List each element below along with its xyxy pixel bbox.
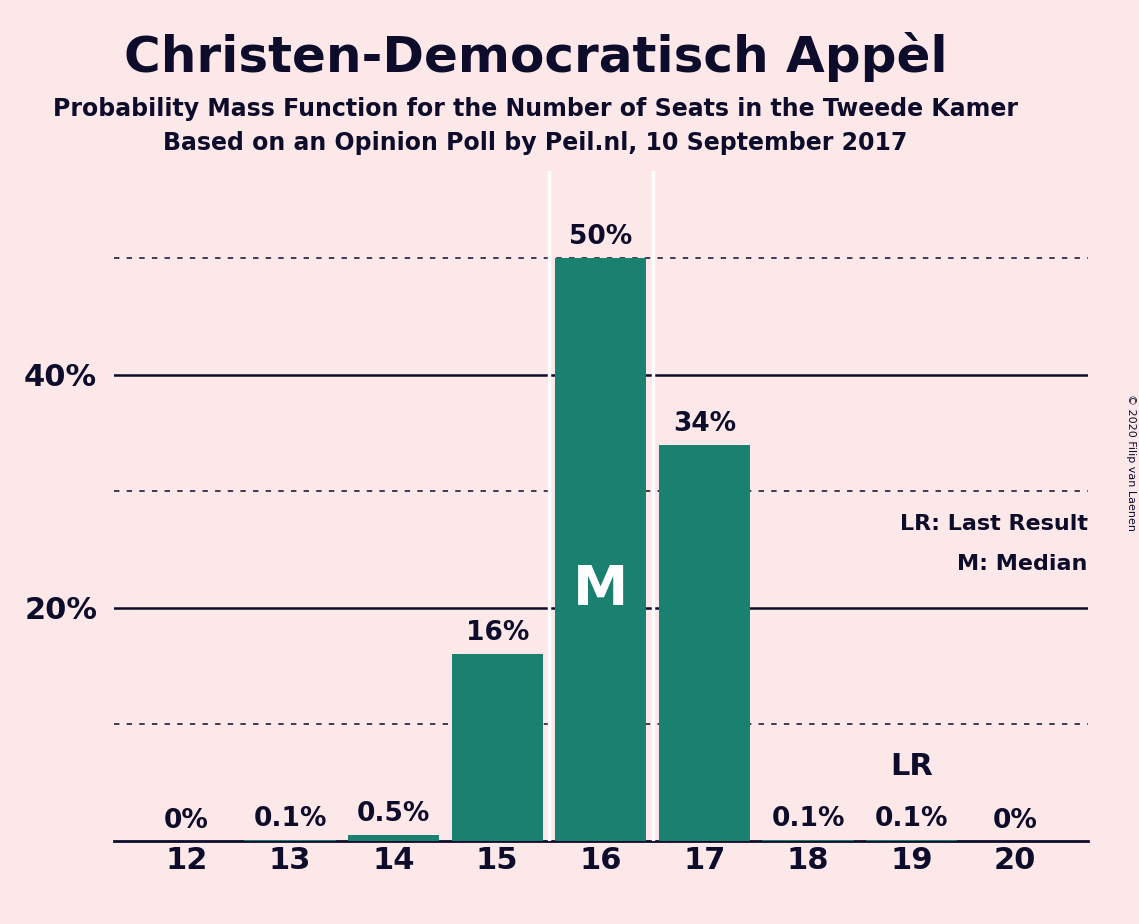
Bar	[658, 444, 749, 841]
Text: 0.1%: 0.1%	[771, 806, 845, 832]
Bar	[349, 835, 440, 841]
Text: Based on an Opinion Poll by Peil.nl, 10 September 2017: Based on an Opinion Poll by Peil.nl, 10 …	[163, 131, 908, 155]
Bar	[866, 840, 957, 841]
Text: 50%: 50%	[570, 225, 632, 250]
Text: 0.1%: 0.1%	[253, 806, 327, 832]
Bar	[452, 654, 543, 841]
Text: 0.1%: 0.1%	[875, 806, 949, 832]
Text: Christen-Democratisch Appèl: Christen-Democratisch Appèl	[123, 32, 948, 82]
Text: LR: Last Result: LR: Last Result	[900, 514, 1088, 534]
Text: 16%: 16%	[466, 620, 528, 646]
Bar	[762, 840, 853, 841]
Text: 34%: 34%	[673, 410, 736, 436]
Text: © 2020 Filip van Laenen: © 2020 Filip van Laenen	[1126, 394, 1136, 530]
Text: M: M	[573, 564, 629, 617]
Bar	[555, 259, 647, 841]
Text: 0%: 0%	[164, 808, 208, 833]
Text: 0%: 0%	[993, 808, 1038, 833]
Text: LR: LR	[891, 752, 933, 782]
Text: M: Median: M: Median	[958, 554, 1088, 575]
Bar	[245, 840, 336, 841]
Text: 0.5%: 0.5%	[357, 801, 431, 827]
Text: Probability Mass Function for the Number of Seats in the Tweede Kamer: Probability Mass Function for the Number…	[52, 97, 1018, 121]
